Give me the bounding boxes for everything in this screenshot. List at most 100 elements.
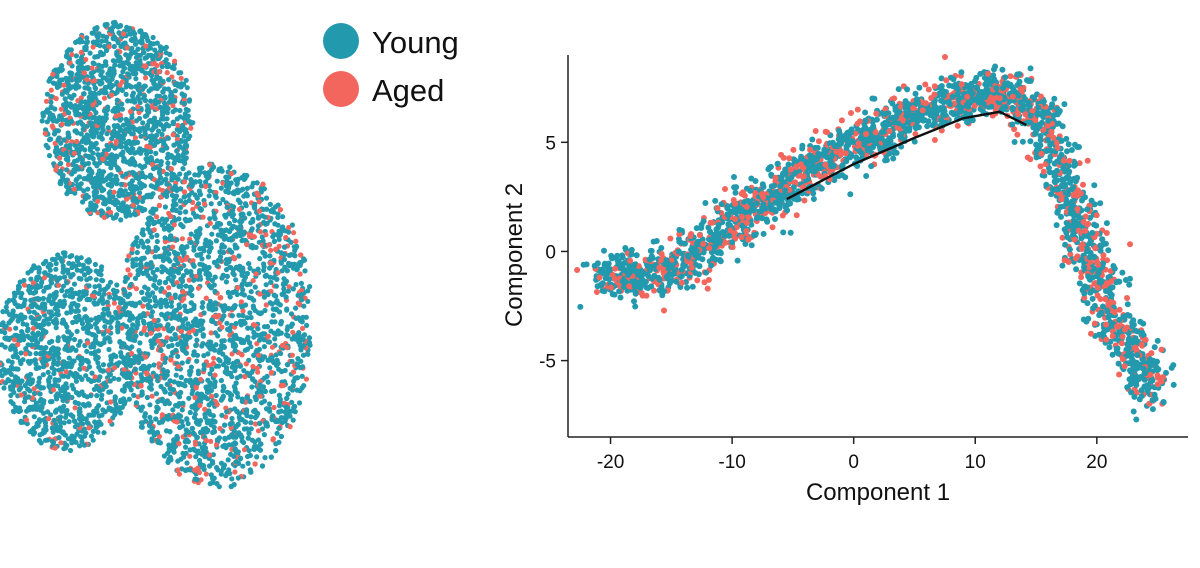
tsne-point-young bbox=[206, 302, 212, 308]
tsne-point-aged bbox=[78, 49, 84, 56]
tsne-point-young bbox=[272, 221, 278, 227]
tsne-point-young bbox=[148, 155, 154, 161]
tsne-point-young bbox=[146, 88, 152, 94]
tsne-point-young bbox=[226, 259, 232, 265]
tsne-point-aged bbox=[263, 232, 269, 238]
tsne-point-young bbox=[159, 419, 165, 425]
tsne-point-young bbox=[37, 391, 43, 397]
tsne-point-young bbox=[199, 343, 205, 349]
tsne-point-aged bbox=[81, 365, 87, 371]
tsne-point-young bbox=[77, 406, 83, 412]
tsne-point-young bbox=[149, 264, 155, 270]
tsne-point-young bbox=[211, 429, 217, 435]
tsne-point-aged bbox=[174, 419, 180, 425]
tsne-point-young bbox=[120, 69, 126, 75]
tsne-point-young bbox=[100, 331, 107, 337]
tsne-point-young bbox=[121, 287, 127, 293]
tsne-point-young bbox=[273, 283, 279, 289]
tsne-point-young bbox=[28, 314, 34, 321]
tsne-point-young bbox=[253, 409, 259, 415]
tsne-point-young bbox=[117, 188, 123, 194]
tsne-point-young bbox=[125, 27, 131, 33]
tsne-point-young bbox=[226, 229, 233, 235]
tsne-point-young bbox=[283, 278, 289, 284]
tsne-point-young bbox=[192, 402, 198, 408]
tsne-point-young bbox=[101, 381, 107, 387]
tsne-point-young bbox=[73, 53, 79, 59]
tsne-point-aged bbox=[293, 238, 299, 244]
tsne-point-aged bbox=[92, 78, 98, 84]
tsne-point-aged bbox=[159, 412, 165, 418]
tsne-point-young bbox=[247, 310, 253, 316]
tsne-point-young bbox=[86, 94, 92, 100]
tsne-point-young bbox=[132, 366, 138, 372]
tsne-point-aged bbox=[247, 233, 253, 240]
tsne-point-young bbox=[102, 84, 108, 91]
tsne-point-young bbox=[162, 389, 168, 395]
tsne-point-young bbox=[105, 125, 111, 131]
tsne-point-young bbox=[144, 103, 150, 109]
tsne-point-aged bbox=[255, 428, 262, 434]
tsne-point-young bbox=[40, 301, 46, 307]
tsne-point-young bbox=[290, 383, 296, 389]
tsne-point-young bbox=[140, 198, 146, 204]
tsne-point-young bbox=[284, 395, 290, 401]
tsne-point-young bbox=[126, 147, 132, 153]
tsne-point-young bbox=[192, 179, 199, 185]
tsne-point-young bbox=[78, 361, 84, 367]
tsne-point-young bbox=[226, 434, 232, 440]
tsne-point-aged bbox=[207, 220, 213, 226]
tsne-point-young bbox=[54, 70, 61, 76]
tsne-point-young bbox=[212, 300, 218, 306]
tsne-point-young bbox=[90, 115, 96, 121]
tsne-point-aged bbox=[171, 222, 177, 228]
tsne-point-young bbox=[228, 392, 234, 398]
tsne-point-aged bbox=[273, 246, 279, 252]
tsne-point-aged bbox=[257, 229, 264, 235]
tsne-point-young bbox=[140, 363, 146, 369]
tsne-point-young bbox=[20, 321, 26, 327]
tsne-point-young bbox=[148, 313, 154, 319]
tsne-point-young bbox=[187, 133, 193, 139]
tsne-point-young bbox=[137, 61, 143, 67]
tsne-point-young bbox=[11, 298, 17, 304]
tsne-point-young bbox=[298, 260, 304, 266]
tsne-point-aged bbox=[256, 199, 262, 205]
tsne-point-young bbox=[297, 388, 303, 394]
tsne-point-young bbox=[64, 167, 70, 173]
tsne-point-young bbox=[222, 369, 228, 375]
tsne-point-young bbox=[175, 353, 181, 359]
tsne-point-young bbox=[289, 358, 295, 364]
tsne-point-young bbox=[65, 132, 71, 138]
tsne-point-aged bbox=[228, 170, 234, 177]
tsne-point-young bbox=[251, 446, 257, 452]
tsne-point-young bbox=[223, 188, 229, 194]
tsne-point-young bbox=[204, 342, 211, 348]
tsne-point-young bbox=[113, 309, 119, 315]
tsne-point-aged bbox=[181, 179, 188, 185]
tsne-point-young bbox=[219, 168, 225, 174]
tsne-point-young bbox=[275, 202, 281, 208]
tsne-point-young bbox=[59, 91, 65, 97]
tsne-point-young bbox=[38, 283, 44, 289]
tsne-point-young bbox=[119, 87, 125, 93]
tsne-point-aged bbox=[212, 372, 218, 378]
tsne-point-young bbox=[288, 408, 294, 414]
tsne-point-young bbox=[181, 194, 187, 200]
tsne-point-young bbox=[288, 311, 295, 317]
tsne-point-young bbox=[182, 216, 188, 222]
tsne-point-young bbox=[31, 430, 38, 436]
tsne-point-young bbox=[141, 83, 148, 89]
tsne-point-young bbox=[184, 244, 190, 250]
tsne-point-aged bbox=[297, 271, 303, 277]
tsne-point-young bbox=[188, 239, 194, 245]
tsne-point-young bbox=[88, 200, 94, 206]
tsne-point-young bbox=[257, 357, 263, 364]
tsne-point-aged bbox=[18, 392, 24, 398]
tsne-point-young bbox=[194, 337, 200, 343]
tsne-point-young bbox=[139, 34, 145, 40]
tsne-point-young bbox=[267, 253, 273, 259]
tsne-point-young bbox=[186, 170, 192, 176]
tsne-point-young bbox=[130, 69, 136, 75]
tsne-point-young bbox=[273, 448, 279, 454]
